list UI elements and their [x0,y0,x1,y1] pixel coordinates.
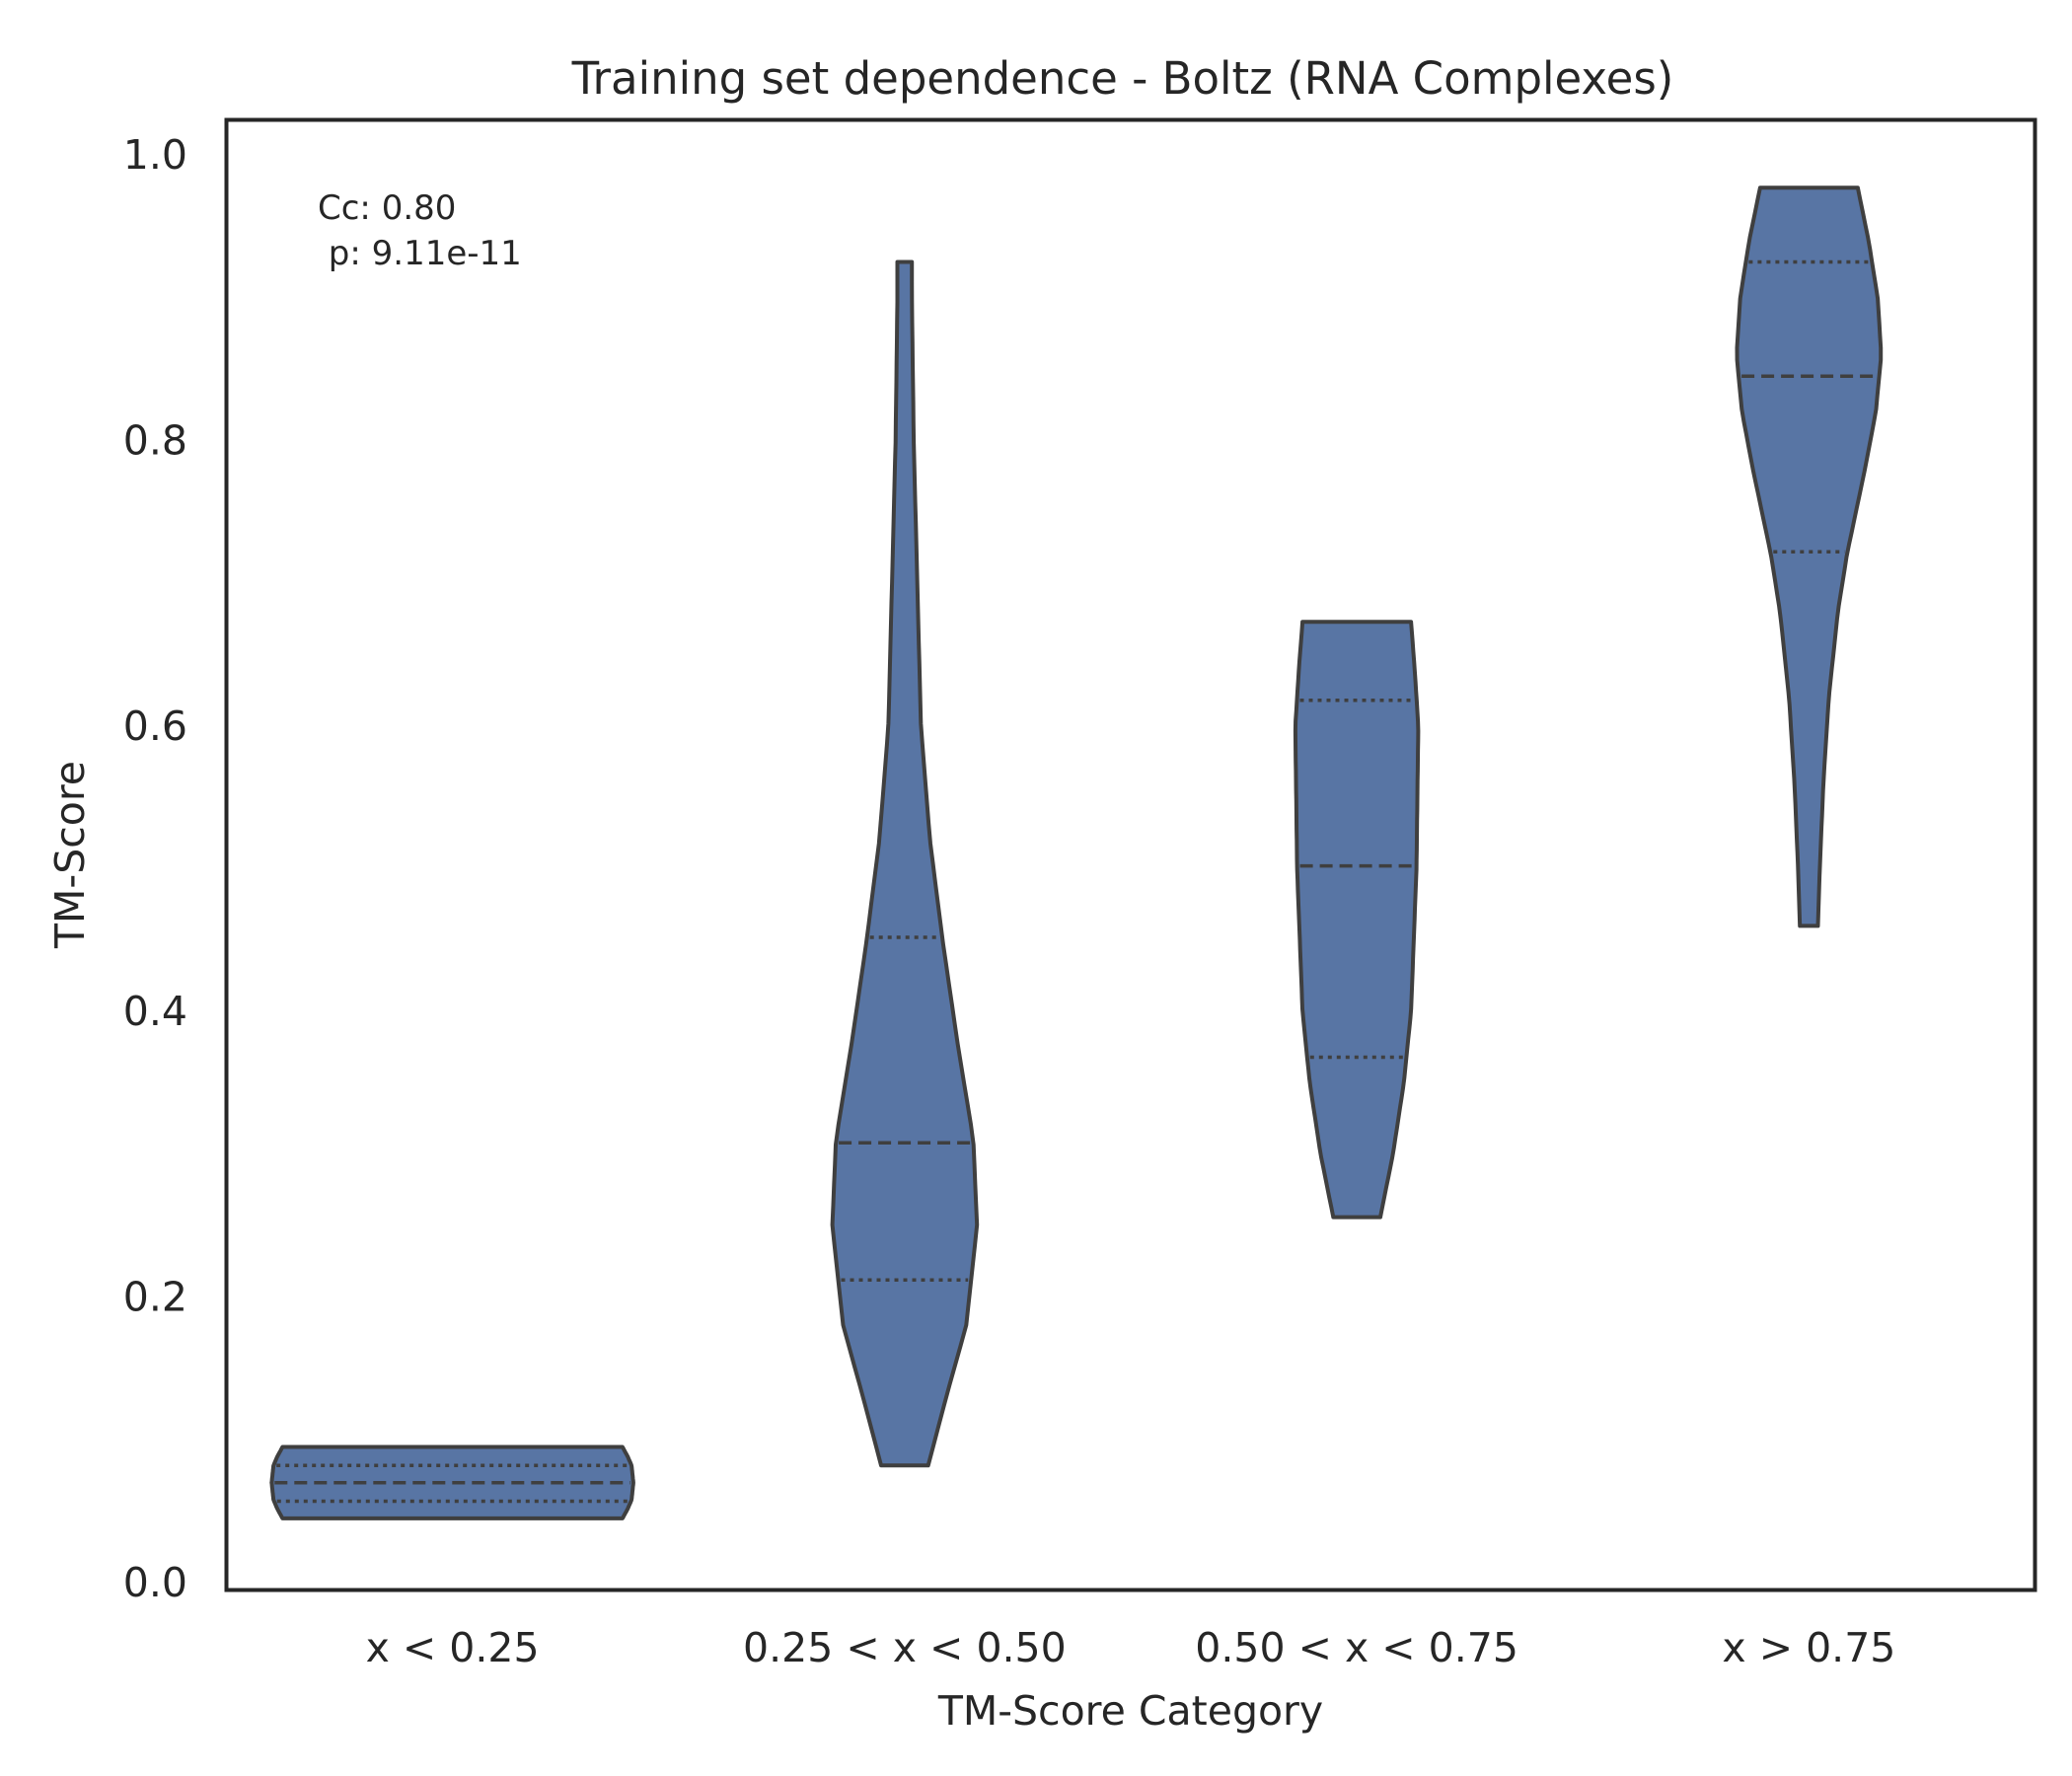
correlation-coefficient-text: Cc: 0.80 [318,188,456,228]
violin-group [269,1444,635,1520]
x-axis-ticks: x < 0.25 0.25 < x < 0.50 0.50 < x < 0.75 x … [366,1624,1896,1671]
violin-group [1735,185,1884,928]
x-tick-label: x > 0.75 [1722,1624,1895,1671]
y-axis-label: TM-Score [46,761,94,949]
x-axis-label: TM-Score Category [937,1687,1323,1735]
x-tick-label: 0.25 < x < 0.50 [743,1624,1067,1671]
correlation-annotation: Cc: 0.80 p: 9.11e-11 [318,188,522,273]
x-tick-label: x < 0.25 [366,1624,540,1671]
y-tick-label: 0.8 [123,416,187,464]
violin-body [830,259,980,1468]
chart-title: Training set dependence - Boltz (RNA Com… [571,52,1674,105]
y-tick-label: 0.0 [123,1559,187,1606]
p-value-text: p: 9.11e-11 [318,234,522,273]
violin-group [830,259,980,1468]
y-tick-label: 0.4 [123,988,187,1035]
y-axis-ticks: 0.0 0.2 0.4 0.6 0.8 1.0 [123,131,187,1606]
violin-body [1735,185,1884,928]
y-tick-label: 0.2 [123,1274,187,1321]
plot-frame [224,117,2037,1592]
violin-body [1293,620,1421,1220]
violins-layer [269,185,1884,1520]
y-tick-label: 0.6 [123,703,187,750]
y-tick-label: 1.0 [123,131,187,179]
violin-group [1293,620,1421,1220]
x-tick-label: 0.50 < x < 0.75 [1195,1624,1518,1671]
